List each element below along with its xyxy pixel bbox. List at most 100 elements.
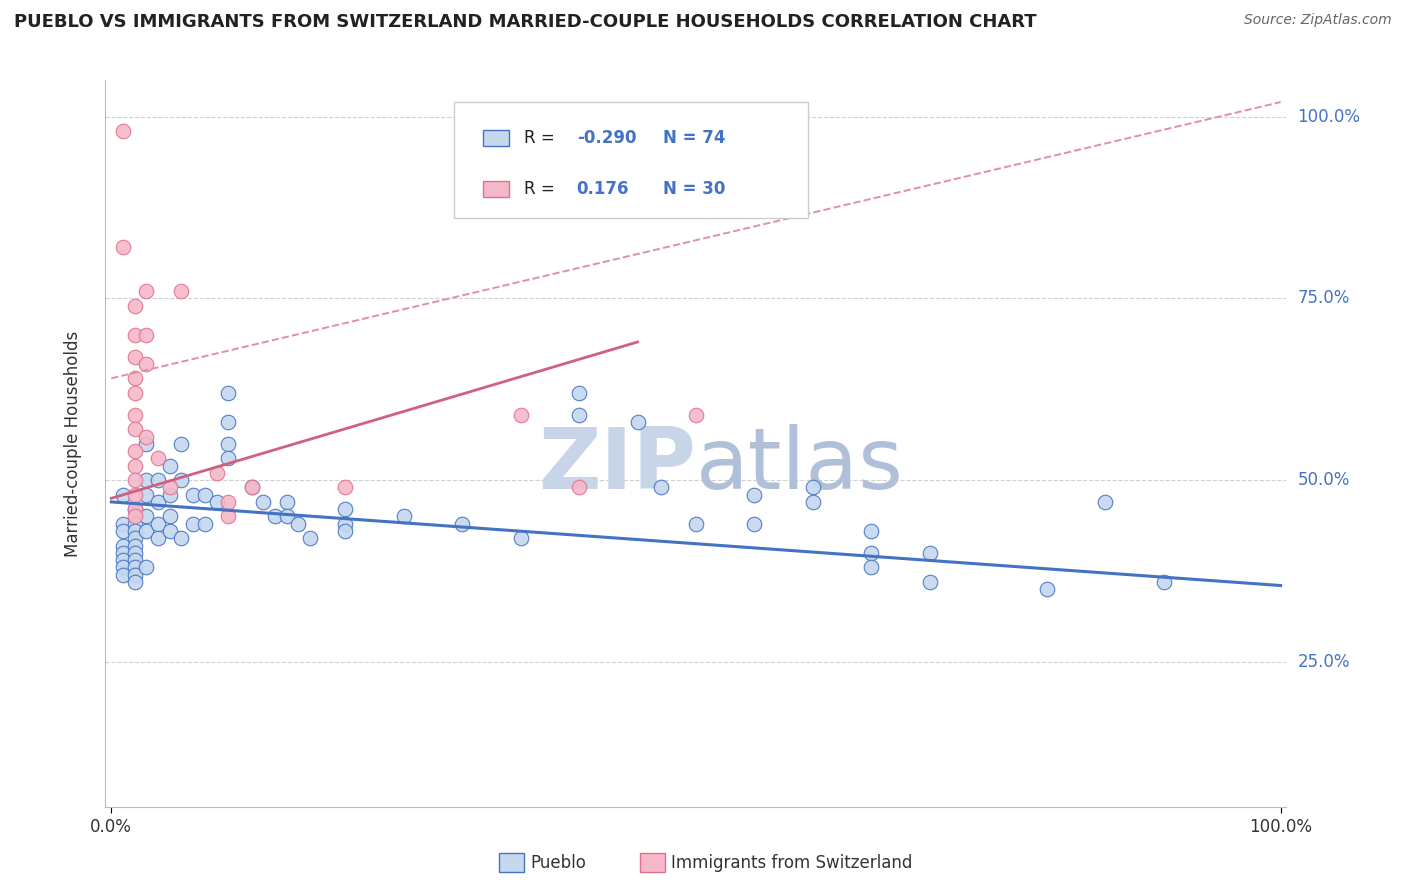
Point (124, 327, 146, 342)
Point (111, 553, 134, 567)
Point (170, 284, 193, 298)
Point (159, 480, 181, 494)
Point (111, 560, 134, 574)
Point (124, 371, 146, 385)
Point (111, 516, 134, 531)
Y-axis label: Married-couple Households: Married-couple Households (63, 331, 82, 557)
Point (626, 415, 648, 429)
FancyBboxPatch shape (484, 181, 509, 197)
Point (135, 429, 157, 443)
Point (217, 509, 239, 524)
Point (111, 240, 134, 254)
Text: 100.0%: 100.0% (1298, 108, 1361, 126)
Point (685, 516, 707, 531)
Point (146, 495, 169, 509)
Point (135, 524, 157, 538)
Point (146, 516, 169, 531)
Point (111, 524, 134, 538)
Point (111, 124, 134, 138)
Point (135, 473, 157, 487)
Point (135, 560, 157, 574)
Point (111, 488, 134, 502)
Point (124, 531, 146, 545)
Point (124, 524, 146, 538)
Point (392, 509, 415, 524)
Point (1094, 495, 1116, 509)
Point (509, 408, 531, 422)
Text: 25.0%: 25.0% (1298, 653, 1350, 671)
Point (124, 516, 146, 531)
Point (124, 567, 146, 582)
Point (1036, 582, 1059, 597)
Point (276, 509, 298, 524)
Point (111, 567, 134, 582)
Point (685, 408, 707, 422)
Point (194, 488, 217, 502)
Point (181, 488, 204, 502)
Point (124, 502, 146, 516)
Point (451, 516, 474, 531)
Point (159, 458, 181, 473)
Text: R =: R = (523, 128, 560, 147)
Text: 50.0%: 50.0% (1298, 471, 1350, 489)
Point (650, 480, 672, 494)
Point (240, 480, 263, 494)
Point (801, 480, 824, 494)
Point (217, 415, 239, 429)
Point (146, 531, 169, 545)
Point (124, 553, 146, 567)
Point (124, 473, 146, 487)
Point (205, 495, 228, 509)
Point (124, 385, 146, 400)
Point (159, 509, 181, 524)
Point (568, 480, 591, 494)
Point (181, 516, 204, 531)
Point (124, 299, 146, 313)
Point (918, 546, 941, 560)
Point (860, 546, 883, 560)
Point (159, 524, 181, 538)
Point (124, 539, 146, 553)
Point (124, 509, 146, 524)
Text: Immigrants from Switzerland: Immigrants from Switzerland (671, 854, 912, 871)
Text: PUEBLO VS IMMIGRANTS FROM SWITZERLAND MARRIED-COUPLE HOUSEHOLDS CORRELATION CHAR: PUEBLO VS IMMIGRANTS FROM SWITZERLAND MA… (14, 13, 1036, 31)
Point (240, 480, 263, 494)
Point (135, 357, 157, 371)
Point (135, 436, 157, 450)
Point (146, 473, 169, 487)
Point (217, 436, 239, 450)
Point (194, 516, 217, 531)
Point (217, 385, 239, 400)
Point (124, 458, 146, 473)
Point (801, 495, 824, 509)
Point (918, 574, 941, 589)
Point (135, 284, 157, 298)
Point (333, 516, 356, 531)
FancyBboxPatch shape (484, 130, 509, 146)
Point (124, 546, 146, 560)
Point (744, 488, 766, 502)
Point (299, 531, 322, 545)
Point (860, 524, 883, 538)
Point (333, 480, 356, 494)
Point (205, 466, 228, 480)
Text: Source: ZipAtlas.com: Source: ZipAtlas.com (1244, 13, 1392, 28)
Point (111, 539, 134, 553)
Text: N = 74: N = 74 (662, 128, 725, 147)
Text: ZIP: ZIP (538, 424, 696, 507)
Point (568, 408, 591, 422)
Point (333, 502, 356, 516)
Point (124, 408, 146, 422)
Text: R =: R = (523, 180, 560, 198)
Point (135, 509, 157, 524)
Point (860, 560, 883, 574)
Point (124, 350, 146, 364)
Point (124, 488, 146, 502)
Point (217, 451, 239, 466)
Text: 0.176: 0.176 (576, 180, 628, 198)
FancyBboxPatch shape (454, 102, 808, 219)
Text: atlas: atlas (696, 424, 904, 507)
Point (287, 516, 309, 531)
Point (217, 495, 239, 509)
Point (170, 473, 193, 487)
